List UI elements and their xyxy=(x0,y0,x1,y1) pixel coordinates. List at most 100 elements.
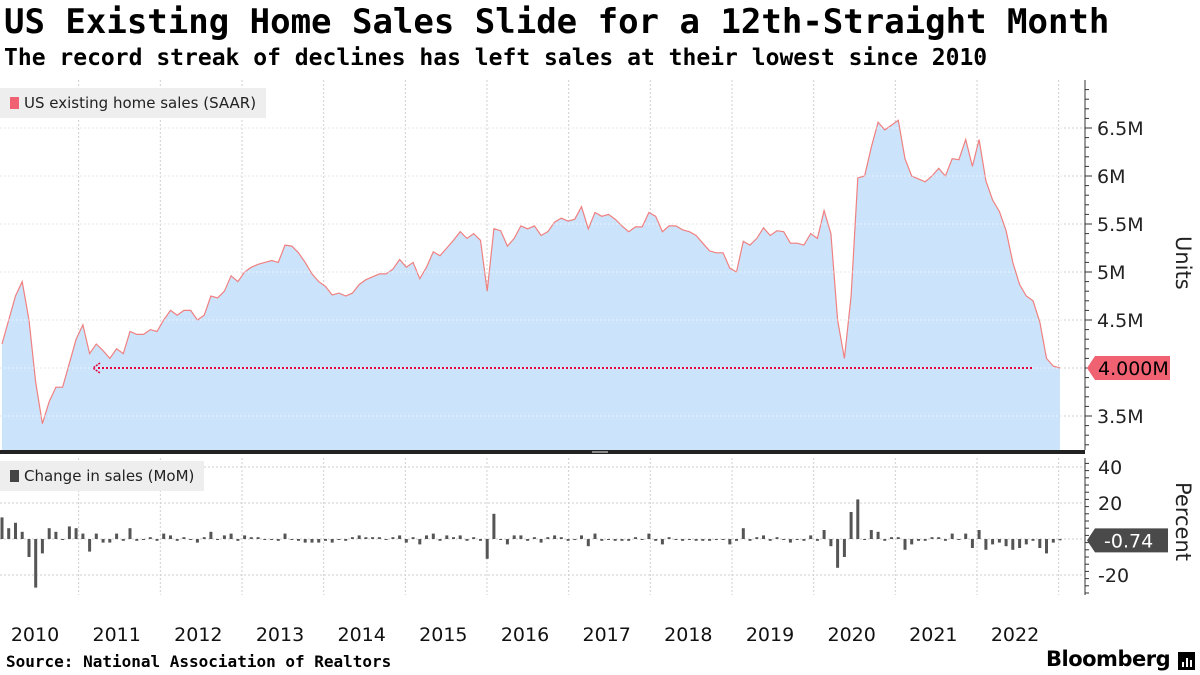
bar-mom-change xyxy=(236,539,240,541)
bar-mom-change xyxy=(14,522,17,539)
x-tick-label-year: 2022 xyxy=(991,624,1039,646)
bar-mom-change xyxy=(539,539,543,543)
bar-mom-change xyxy=(371,537,375,539)
y-axis-title-bottom: Percent xyxy=(1171,482,1195,561)
bar-mom-change xyxy=(54,531,58,539)
bar-mom-change xyxy=(169,535,172,539)
bar-mom-change xyxy=(775,537,779,539)
bar-mom-change xyxy=(849,512,853,539)
bar-mom-change xyxy=(721,539,725,540)
bar-mom-change xyxy=(620,539,624,541)
bar-mom-change xyxy=(438,539,442,541)
bar-mom-change xyxy=(943,539,947,541)
bar-mom-change xyxy=(1038,539,1042,548)
bar-mom-change xyxy=(836,539,840,568)
bar-mom-change xyxy=(499,539,503,540)
bar-mom-change xyxy=(88,539,92,552)
bar-mom-change xyxy=(47,528,51,539)
bar-mom-change xyxy=(411,537,415,539)
bar-mom-change xyxy=(74,528,78,539)
bar-mom-change xyxy=(7,528,11,539)
x-tick-label-year: 2015 xyxy=(419,624,467,646)
bar-mom-change xyxy=(155,539,159,541)
bar-mom-change xyxy=(425,535,428,539)
bar-mom-change xyxy=(350,537,354,539)
bar-mom-change xyxy=(869,530,873,539)
bar-mom-change xyxy=(243,535,247,539)
bar-mom-change xyxy=(917,539,920,541)
bar-mom-change xyxy=(391,537,395,539)
x-tick-label-year: 2012 xyxy=(174,624,222,646)
bar-mom-change xyxy=(142,539,145,540)
bar-mom-change xyxy=(694,539,698,541)
bar-mom-change xyxy=(0,517,4,539)
bar-mom-change xyxy=(1031,539,1035,541)
source-note: Source: National Association of Realtors xyxy=(6,652,392,671)
legend-label-change: Change in sales (MoM) xyxy=(24,467,195,485)
bar-mom-change xyxy=(593,533,597,539)
bar-mom-change xyxy=(290,539,294,540)
bar-mom-change xyxy=(687,539,691,540)
bar-mom-change xyxy=(115,533,119,539)
panel-divider-grip xyxy=(592,451,608,453)
bar-mom-change xyxy=(330,539,334,543)
bar-mom-change xyxy=(101,539,105,543)
x-tick-label-year: 2016 xyxy=(501,624,549,646)
x-tick-label-year: 2020 xyxy=(827,624,875,646)
bar-mom-change xyxy=(505,539,509,545)
bar-mom-change xyxy=(634,537,637,539)
bar-mom-change xyxy=(795,539,799,540)
bar-mom-change xyxy=(148,537,152,539)
y-axis-title-top: Units xyxy=(1171,236,1195,290)
bar-mom-change xyxy=(344,539,348,541)
bar-mom-change xyxy=(128,528,132,539)
bar-mom-change xyxy=(81,533,85,539)
bar-mom-change xyxy=(270,539,274,540)
bar-mom-change xyxy=(607,539,610,540)
x-tick-label-year: 2014 xyxy=(337,624,385,646)
bar-mom-change xyxy=(256,537,260,539)
bar-mom-change xyxy=(923,539,927,541)
bar-mom-change xyxy=(94,533,98,539)
bar-mom-change xyxy=(654,539,658,541)
bar-mom-change xyxy=(418,539,422,545)
bar-mom-change xyxy=(741,528,745,539)
bar-mom-change xyxy=(876,531,880,539)
bar-mom-change xyxy=(283,533,287,539)
bar-mom-change xyxy=(182,537,186,539)
bar-mom-change xyxy=(1004,539,1008,547)
bar-mom-change xyxy=(937,537,941,539)
bar-mom-change xyxy=(788,539,792,543)
x-tick-label-year: 2010 xyxy=(11,624,59,646)
bar-mom-change xyxy=(910,539,914,545)
bar-mom-change xyxy=(708,539,712,541)
bar-mom-change xyxy=(27,539,31,557)
bar-mom-change xyxy=(896,537,900,539)
bar-mom-change xyxy=(526,539,530,541)
bar-mom-change xyxy=(856,499,860,539)
bar-mom-change xyxy=(674,539,678,540)
y-tick-label-bottom: 40 xyxy=(1098,457,1122,479)
bar-mom-change xyxy=(222,535,226,539)
bar-mom-change xyxy=(714,539,718,540)
bar-mom-change xyxy=(566,539,570,541)
bar-mom-change xyxy=(1058,539,1062,541)
last-value-label-top: 4.000M xyxy=(1098,358,1169,380)
bar-mom-change xyxy=(317,539,321,543)
last-value-label-bottom: -0.74 xyxy=(1104,530,1153,552)
x-tick-label-year: 2017 xyxy=(582,624,630,646)
bar-mom-change xyxy=(809,535,813,539)
y-tick-label-bottom: 20 xyxy=(1098,493,1122,515)
bar-mom-change xyxy=(61,539,65,540)
bar-mom-change xyxy=(1018,539,1022,548)
bar-mom-change xyxy=(20,531,24,539)
bar-mom-change xyxy=(229,533,233,539)
series-line-home-sales xyxy=(1,119,1061,424)
bloomberg-terminal-icon xyxy=(1178,652,1195,670)
bar-mom-change xyxy=(310,539,314,543)
bar-mom-change xyxy=(1051,539,1055,543)
bar-mom-change xyxy=(903,539,907,550)
bar-mom-change xyxy=(445,535,449,539)
bar-mom-change xyxy=(883,539,887,541)
